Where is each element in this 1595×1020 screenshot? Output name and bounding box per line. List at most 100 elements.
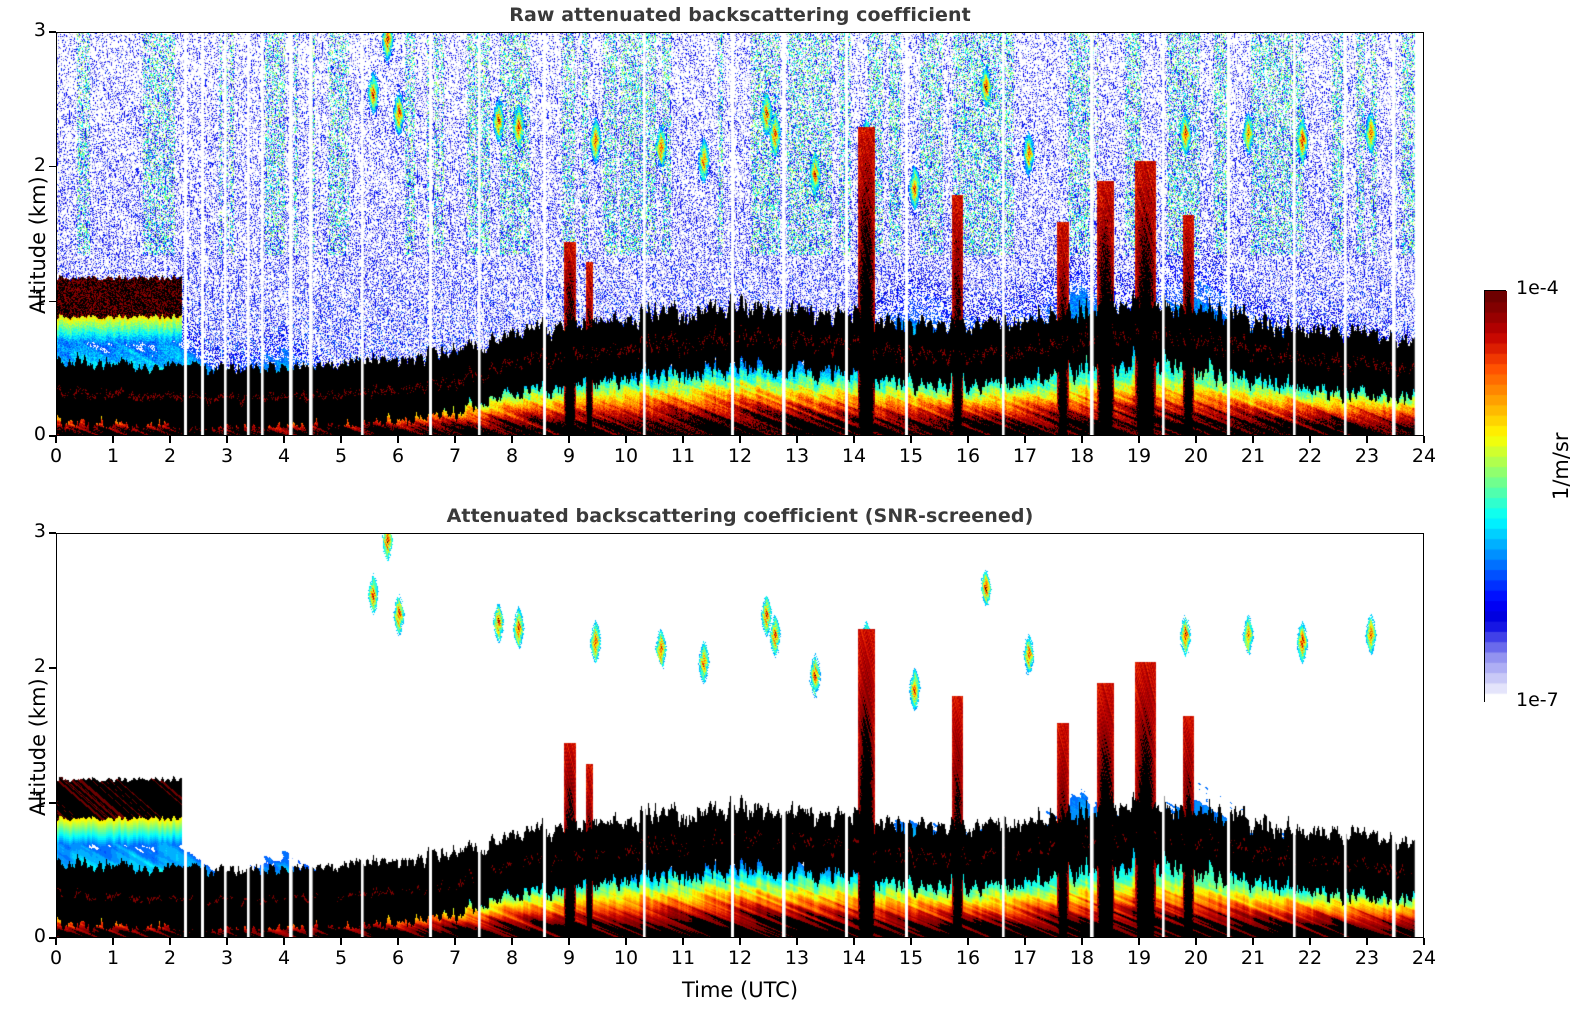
xtick-raw-17: [1024, 436, 1026, 443]
xtick-raw-5: [340, 436, 342, 443]
xtick-screened-8: [511, 938, 513, 945]
xticklabel-raw-23: 23: [1354, 445, 1380, 467]
xtick-screened-15: [910, 938, 912, 945]
xticklabel-raw-17: 17: [1012, 445, 1038, 467]
xtick-screened-21: [1252, 938, 1254, 945]
xtick-raw-21: [1252, 436, 1254, 443]
xtick-raw-18: [1081, 436, 1083, 443]
ytick-screened-0: [49, 937, 56, 939]
colorbar-min-label: 1e-7: [1516, 689, 1559, 711]
ylabel-raw: Altitude (km): [26, 176, 50, 314]
xticklabel-raw-15: 15: [898, 445, 924, 467]
xtick-screened-10: [625, 938, 627, 945]
yticklabel-raw-1: 1: [33, 288, 46, 311]
xtick-screened-7: [454, 938, 456, 945]
xtick-raw-14: [853, 436, 855, 443]
xtick-raw-4: [283, 436, 285, 443]
ytick-raw-3: [49, 31, 56, 33]
xticklabel-screened-9: 9: [562, 947, 576, 969]
xtick-screened-6: [397, 938, 399, 945]
xticklabel-screened-11: 11: [670, 947, 696, 969]
xticklabel-screened-10: 10: [613, 947, 639, 969]
yticklabel-screened-3: 3: [33, 520, 46, 542]
xticklabel-raw-11: 11: [670, 445, 696, 467]
ytick-screened-3: [49, 532, 56, 534]
ytick-raw-0: [49, 435, 56, 437]
xtick-raw-7: [454, 436, 456, 443]
xticklabel-screened-1: 1: [106, 947, 120, 969]
panel-title-raw: Raw attenuated backscattering coefficien…: [509, 4, 971, 26]
xtick-screened-20: [1195, 938, 1197, 945]
colorbar-title: 1/m/sr: [1549, 432, 1573, 500]
xtick-raw-13: [796, 436, 798, 443]
xtick-raw-10: [625, 436, 627, 443]
xtick-raw-22: [1309, 436, 1311, 443]
xtick-raw-0: [55, 436, 57, 443]
ytick-raw-1: [49, 300, 56, 303]
xticklabel-raw-12: 12: [727, 445, 753, 467]
xtick-raw-24: [1423, 436, 1425, 443]
xtick-raw-23: [1366, 436, 1368, 443]
xtick-raw-15: [910, 436, 912, 443]
xticklabel-screened-6: 6: [391, 947, 405, 969]
xticklabel-screened-12: 12: [727, 947, 753, 969]
xticklabel-raw-10: 10: [613, 445, 639, 467]
xtick-raw-3: [226, 436, 228, 443]
xticklabel-screened-18: 18: [1069, 947, 1095, 969]
xtick-screened-17: [1024, 938, 1026, 945]
colorbar: [1484, 290, 1507, 703]
xticklabel-raw-3: 3: [220, 445, 234, 467]
xtick-screened-11: [682, 938, 684, 945]
xticklabel-screened-22: 22: [1297, 947, 1323, 969]
xtick-raw-6: [397, 436, 399, 443]
xticklabel-raw-20: 20: [1183, 445, 1209, 467]
xticklabel-raw-2: 2: [163, 445, 177, 467]
xtick-screened-19: [1138, 938, 1140, 945]
xtick-screened-24: [1423, 938, 1425, 945]
xtick-screened-3: [226, 938, 228, 945]
xtick-raw-11: [682, 436, 684, 443]
xticklabel-screened-15: 15: [898, 947, 924, 969]
xticklabel-raw-24: 24: [1411, 445, 1437, 467]
xticklabel-screened-8: 8: [505, 947, 519, 969]
ytick-screened-1: [49, 802, 56, 804]
xticklabel-screened-2: 2: [163, 947, 177, 969]
xticklabel-raw-16: 16: [955, 445, 981, 467]
xticklabel-screened-24: 24: [1411, 947, 1437, 969]
xtick-screened-0: [55, 938, 57, 945]
xticklabel-screened-17: 17: [1012, 947, 1038, 969]
xticklabel-screened-16: 16: [955, 947, 981, 969]
heatmap-canvas-raw: [57, 33, 1423, 435]
xticklabel-raw-6: 6: [391, 445, 405, 467]
xticklabel-raw-7: 7: [448, 445, 462, 467]
xticklabel-raw-8: 8: [505, 445, 519, 467]
ytick-raw-2: [49, 165, 56, 168]
yticklabel-raw-3: 3: [33, 19, 46, 41]
xticklabel-raw-14: 14: [841, 445, 867, 467]
yticklabel-raw-2: 2: [33, 153, 46, 176]
xticklabel-raw-22: 22: [1297, 445, 1323, 467]
xticklabel-raw-18: 18: [1069, 445, 1095, 467]
ylabel-screened: Altitude (km): [26, 677, 50, 816]
xtick-screened-2: [169, 938, 171, 945]
xtick-raw-19: [1138, 436, 1140, 443]
heatmap-canvas-screened: [57, 534, 1423, 937]
xticklabel-screened-7: 7: [448, 947, 462, 969]
xticklabel-raw-13: 13: [784, 445, 810, 467]
xtick-raw-20: [1195, 436, 1197, 443]
yticklabel-raw-0: 0: [33, 423, 46, 445]
xticklabel-screened-13: 13: [784, 947, 810, 969]
xtick-screened-18: [1081, 938, 1083, 945]
xtick-screened-13: [796, 938, 798, 945]
xticklabel-screened-5: 5: [334, 947, 348, 969]
xtick-screened-22: [1309, 938, 1311, 945]
xticklabel-raw-5: 5: [334, 445, 348, 467]
xticklabel-screened-23: 23: [1354, 947, 1380, 969]
panel-title-screened: Attenuated backscattering coefficient (S…: [446, 505, 1034, 527]
yticklabel-screened-2: 2: [33, 655, 46, 677]
xticklabel-screened-21: 21: [1240, 947, 1266, 969]
xticklabel-screened-14: 14: [841, 947, 867, 969]
xtick-screened-23: [1366, 938, 1368, 945]
yticklabel-screened-0: 0: [33, 925, 46, 947]
